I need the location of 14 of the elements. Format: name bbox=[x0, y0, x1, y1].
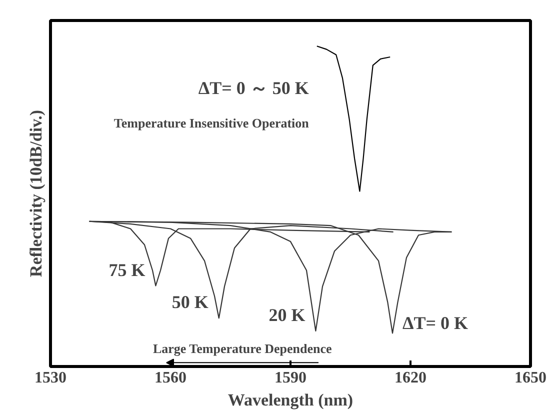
x-tick-label: 1620 bbox=[394, 370, 426, 386]
series-label: ΔT= 0 ～ 50 K bbox=[198, 78, 309, 98]
annotation: Large Temperature Dependence bbox=[152, 341, 332, 356]
series-label: 20 K bbox=[268, 304, 306, 325]
series-label: 75 K bbox=[108, 260, 146, 280]
y-axis-title: Reflectivity (10dB/div.) bbox=[26, 110, 46, 278]
x-tick-label: 1560 bbox=[154, 370, 186, 386]
x-tick-label: 1650 bbox=[514, 370, 546, 386]
series-label: ΔT= 0 K bbox=[402, 313, 468, 334]
annotation: Temperature Insensitive Operation bbox=[114, 116, 310, 131]
series-label: 50 K bbox=[172, 292, 208, 312]
x-axis-title: Wavelength (nm) bbox=[228, 390, 354, 410]
x-tick-label: 1590 bbox=[274, 370, 306, 386]
x-tick-label: 1530 bbox=[34, 370, 66, 386]
